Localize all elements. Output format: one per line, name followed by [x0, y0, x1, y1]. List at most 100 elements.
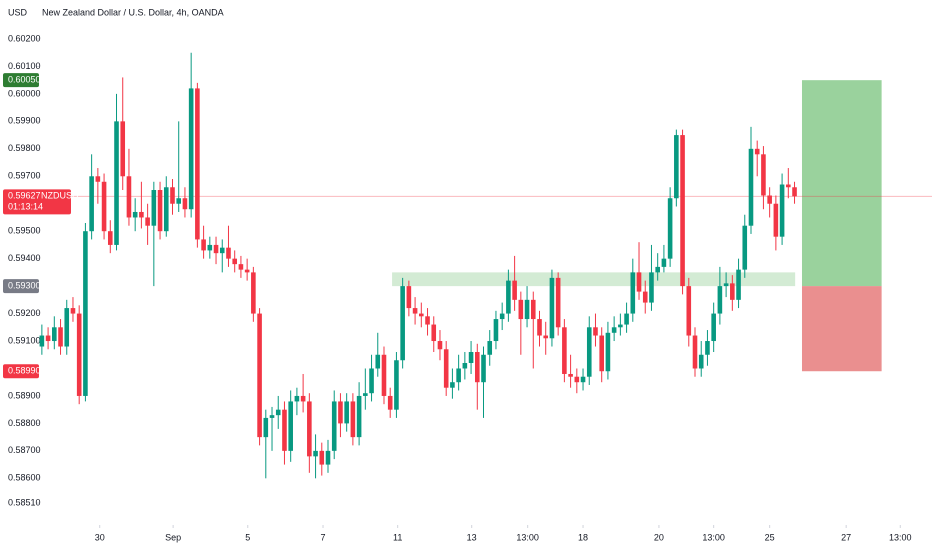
candle-body: [381, 354, 387, 396]
candle-body: [101, 181, 107, 232]
candle-body: [251, 272, 256, 314]
x-tick-label: 25: [765, 532, 775, 542]
candle-body: [524, 299, 530, 320]
candle-body: [170, 187, 175, 204]
candle-body: [344, 401, 349, 424]
candle-body: [580, 376, 586, 383]
candle-body: [618, 324, 623, 328]
candle-body: [674, 135, 679, 199]
candle-body: [518, 299, 524, 320]
candle-body: [599, 335, 604, 372]
price-label: 0.58990: [8, 366, 41, 376]
candle-body: [219, 247, 225, 254]
candle-body: [742, 225, 748, 270]
candle-body: [443, 349, 449, 388]
candle-body: [294, 395, 300, 402]
candle-body: [201, 239, 206, 251]
candle-body: [207, 244, 213, 251]
candle-body: [83, 231, 88, 396]
candle-body: [76, 313, 82, 396]
candle-body: [611, 327, 617, 333]
candle-body: [182, 198, 188, 210]
candle-body: [680, 135, 685, 287]
candle-body: [730, 283, 735, 300]
x-tick-label: 7: [321, 532, 326, 542]
candle-body: [39, 335, 45, 347]
y-tick-label: 0.58700: [8, 445, 41, 455]
candle-body: [574, 376, 580, 383]
candle-body: [748, 148, 754, 226]
candle-body: [412, 308, 418, 314]
candle-body: [363, 393, 368, 396]
candle-body: [188, 88, 194, 210]
candle-body: [437, 341, 443, 350]
candle-body: [636, 272, 642, 292]
candle-body: [474, 352, 480, 383]
candle-body: [132, 211, 138, 218]
candle-body: [325, 450, 331, 465]
candle-body: [126, 176, 132, 218]
last-price-box: [3, 189, 71, 215]
candle-body: [213, 244, 219, 254]
candle-body: [661, 258, 667, 267]
candle-body: [107, 231, 113, 245]
x-tick-label: 5: [245, 532, 250, 542]
candle-body: [698, 354, 704, 369]
candle-body: [157, 190, 163, 232]
candle-body: [120, 121, 126, 177]
candle-body: [767, 195, 772, 204]
candle-body: [493, 319, 499, 342]
x-tick-label: 27: [841, 532, 851, 542]
y-tick-label: 0.59400: [8, 253, 41, 263]
candle-body: [717, 286, 723, 314]
candle-body: [300, 395, 306, 402]
candle-body: [425, 316, 430, 325]
y-tick-label: 0.59800: [8, 143, 41, 153]
candle-body: [705, 341, 710, 355]
candle-body: [562, 327, 567, 374]
countdown-label: 01:13:14: [8, 202, 43, 212]
price-label-box: [3, 279, 39, 294]
y-tick-label: 0.60000: [8, 88, 41, 98]
candle-body: [64, 308, 70, 347]
candle-body: [263, 417, 269, 438]
candle-body: [761, 154, 766, 196]
x-tick-label: 13:00: [702, 532, 725, 542]
x-tick-label: 18: [578, 532, 588, 542]
candle-body: [456, 368, 461, 383]
support-zone: [392, 272, 796, 287]
candle-body: [313, 450, 318, 457]
candle-body: [244, 269, 250, 273]
candle-body: [481, 354, 486, 383]
candle-body: [537, 319, 542, 336]
y-tick-label: 0.59100: [8, 335, 41, 345]
y-tick-label: 0.58600: [8, 473, 41, 483]
candle-body: [45, 335, 51, 342]
candle-body: [394, 360, 399, 410]
candle-body: [723, 283, 729, 287]
candle-body: [568, 373, 573, 377]
candle-body: [549, 277, 555, 339]
x-tick-label: 11: [393, 532, 402, 542]
candle-body: [692, 335, 698, 369]
candle-body: [406, 286, 412, 309]
candle-body: [667, 198, 673, 259]
candle-body: [387, 395, 393, 410]
candle-body: [356, 395, 362, 438]
candle-body: [655, 266, 660, 273]
candle-body: [468, 352, 474, 363]
candle-body: [786, 184, 791, 188]
candle-body: [711, 313, 716, 342]
candle-body: [52, 327, 57, 342]
candle-body: [462, 362, 468, 369]
candle-body: [419, 313, 424, 317]
candle-body: [512, 280, 517, 300]
profit-zone: [801, 80, 882, 287]
candle-body: [275, 409, 281, 416]
candle-body: [269, 415, 275, 418]
candle-body: [431, 324, 437, 342]
candle-body: [145, 217, 150, 226]
candle-body: [369, 368, 374, 394]
candle-body: [176, 198, 182, 204]
y-tick-label: 0.58510: [8, 497, 41, 507]
